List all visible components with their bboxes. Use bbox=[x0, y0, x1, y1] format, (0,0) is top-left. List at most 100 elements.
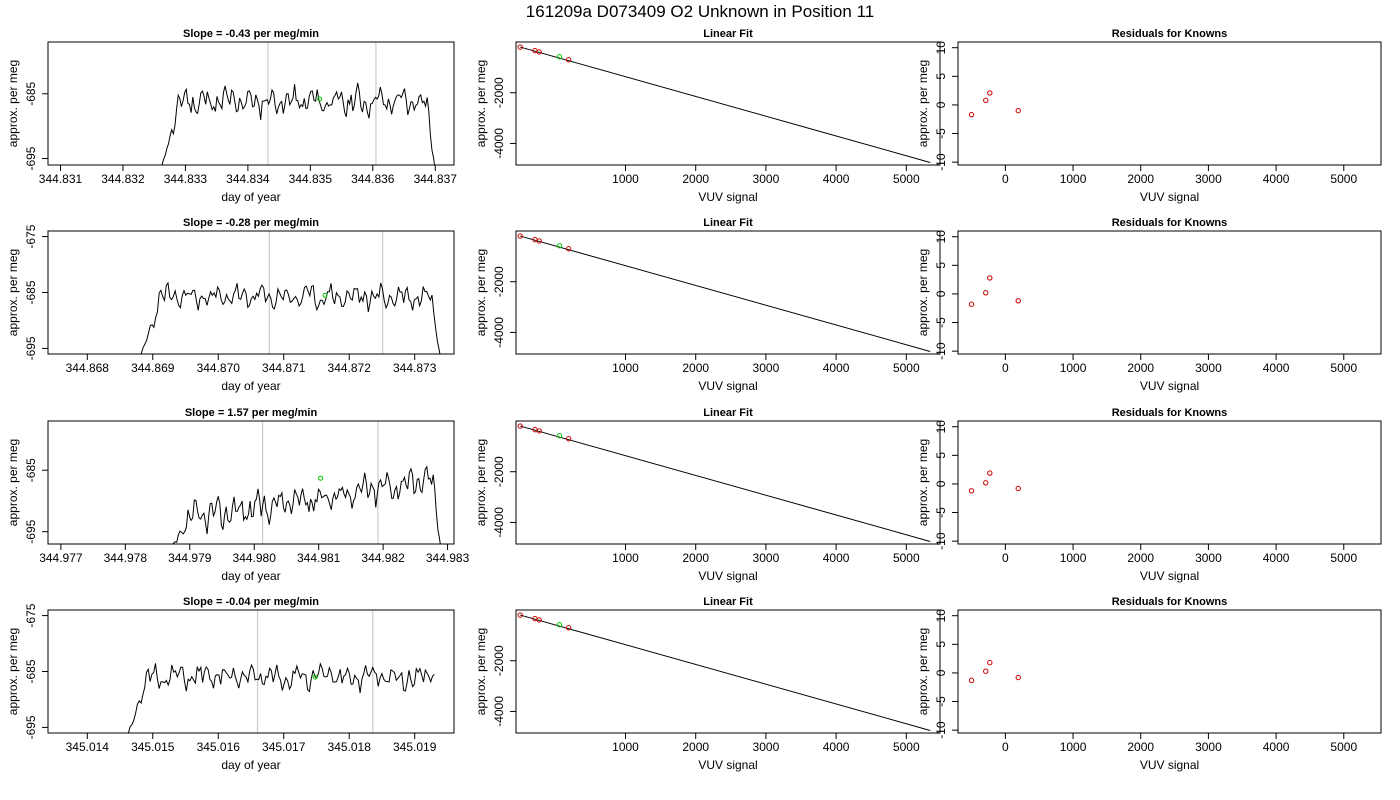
x-tick-label: 4000 bbox=[823, 551, 850, 565]
unknown-marker bbox=[322, 292, 328, 298]
panel-title: Slope = 1.57 per meg/min bbox=[185, 407, 318, 419]
x-tick-label: 4000 bbox=[1263, 740, 1290, 754]
x-tick-label: 5000 bbox=[1330, 740, 1357, 754]
x-tick-label: 3000 bbox=[753, 740, 780, 754]
y-tick-label: -2000 bbox=[492, 266, 506, 297]
x-tick-label: 344.836 bbox=[351, 172, 395, 186]
plot-frame bbox=[47, 230, 455, 355]
plot-area bbox=[517, 423, 931, 542]
plot-frame bbox=[957, 420, 1382, 545]
unknown-point bbox=[556, 433, 563, 439]
unknown-point bbox=[556, 54, 563, 60]
panel-1: Slope = -0.43 per meg/min day of year appr… bbox=[6, 28, 457, 204]
residual-point bbox=[987, 470, 993, 476]
residual-point bbox=[1015, 485, 1021, 492]
x-tick-label: 344.981 bbox=[297, 551, 341, 565]
x-tick-label: 4000 bbox=[1263, 172, 1290, 186]
y-axis-label: approx. per meg bbox=[6, 628, 20, 715]
residual-point bbox=[983, 97, 989, 104]
y-tick-label: -4000 bbox=[492, 507, 506, 538]
known-point bbox=[517, 612, 523, 618]
x-tick-label: 344.982 bbox=[361, 551, 405, 565]
x-tick-label: 3000 bbox=[1195, 740, 1222, 754]
panel-3: Residuals for Knowns VUV signal approx. pe… bbox=[916, 28, 1382, 204]
y-tick-label: -4000 bbox=[492, 128, 506, 159]
x-tick-label: 4000 bbox=[823, 172, 850, 186]
known-point bbox=[536, 428, 542, 434]
known-point bbox=[536, 238, 542, 244]
x-axis-label: VUV signal bbox=[1140, 758, 1199, 772]
known-point bbox=[517, 423, 523, 429]
x-tick-label: 1000 bbox=[612, 361, 639, 375]
x-axis-label: day of year bbox=[221, 758, 280, 772]
unknown-marker bbox=[312, 674, 318, 680]
x-tick-label: 344.837 bbox=[414, 172, 458, 186]
data-trace bbox=[161, 82, 435, 165]
y-tick-label: 0 bbox=[934, 480, 948, 487]
x-tick-label: 344.871 bbox=[262, 361, 306, 375]
x-tick-label: 345.015 bbox=[131, 740, 175, 754]
residual-point bbox=[987, 275, 993, 281]
residual-point bbox=[987, 659, 993, 666]
x-axis-label: VUV signal bbox=[698, 190, 757, 204]
known-point bbox=[565, 625, 572, 631]
x-tick-label: 2000 bbox=[682, 740, 709, 754]
y-tick-label: -4000 bbox=[492, 696, 506, 727]
y-tick-label: -695 bbox=[24, 336, 38, 360]
y-axis-label: approx. per meg bbox=[916, 249, 930, 336]
plot-area bbox=[968, 470, 1021, 494]
x-axis-label: VUV signal bbox=[698, 379, 757, 393]
y-tick-label: -685 bbox=[24, 659, 38, 683]
y-tick-label: -2000 bbox=[492, 645, 506, 676]
x-tick-label: 0 bbox=[1002, 172, 1009, 186]
plot-area bbox=[517, 233, 931, 352]
y-tick-label: -685 bbox=[24, 81, 38, 105]
panel-title: Residuals for Knowns bbox=[1112, 407, 1228, 419]
y-tick-label: -685 bbox=[24, 280, 38, 304]
x-tick-label: 3000 bbox=[753, 551, 780, 565]
panel-title: Linear Fit bbox=[703, 407, 753, 419]
y-tick-label: 5 bbox=[934, 452, 948, 459]
y-tick-label: -695 bbox=[24, 519, 38, 543]
panel-title: Residuals for Knowns bbox=[1112, 596, 1228, 608]
plot-frame bbox=[957, 609, 1382, 734]
y-tick-label: 10 bbox=[934, 609, 948, 623]
y-axis-label: approx. per meg bbox=[6, 249, 20, 336]
panel-5: Linear Fit VUV signal approx. per meg 1000 2… bbox=[474, 217, 941, 393]
x-axis-label: day of year bbox=[221, 379, 280, 393]
y-tick-label: -675 bbox=[24, 224, 38, 248]
x-tick-label: 5000 bbox=[1330, 172, 1357, 186]
x-tick-label: 345.019 bbox=[393, 740, 437, 754]
x-tick-label: 1000 bbox=[1060, 551, 1087, 565]
x-tick-label: 2000 bbox=[1127, 740, 1154, 754]
plot-frame bbox=[47, 420, 455, 545]
x-tick-label: 1000 bbox=[1060, 740, 1087, 754]
y-tick-label: 10 bbox=[934, 230, 948, 244]
x-tick-label: 5000 bbox=[1330, 361, 1357, 375]
x-axis-label: day of year bbox=[221, 569, 280, 583]
residual-point bbox=[968, 301, 975, 307]
y-tick-label: 5 bbox=[934, 262, 948, 269]
x-tick-label: 4000 bbox=[1263, 361, 1290, 375]
residual-point bbox=[968, 677, 975, 684]
x-tick-label: 345.018 bbox=[328, 740, 372, 754]
x-tick-label: 5000 bbox=[893, 740, 920, 754]
residual-point bbox=[1015, 674, 1021, 681]
known-point bbox=[517, 44, 523, 50]
plot-frame bbox=[515, 420, 941, 545]
known-point bbox=[536, 49, 542, 55]
x-tick-label: 5000 bbox=[1330, 551, 1357, 565]
x-tick-label: 5000 bbox=[893, 361, 920, 375]
plot-area bbox=[968, 90, 1021, 118]
panel-7: Slope = 1.57 per meg/min day of year appro… bbox=[6, 407, 470, 583]
plot-area bbox=[968, 275, 1021, 307]
y-tick-label: -5 bbox=[934, 317, 948, 328]
residual-point bbox=[968, 111, 975, 118]
y-tick-label: -685 bbox=[24, 458, 38, 482]
panel-2: Linear Fit VUV signal approx. per meg 1000 2… bbox=[474, 28, 941, 204]
plot-area bbox=[172, 421, 441, 544]
x-tick-label: 344.978 bbox=[104, 551, 148, 565]
x-tick-label: 344.979 bbox=[168, 551, 212, 565]
y-tick-label: -10 bbox=[934, 721, 948, 739]
x-tick-label: 3000 bbox=[1195, 172, 1222, 186]
